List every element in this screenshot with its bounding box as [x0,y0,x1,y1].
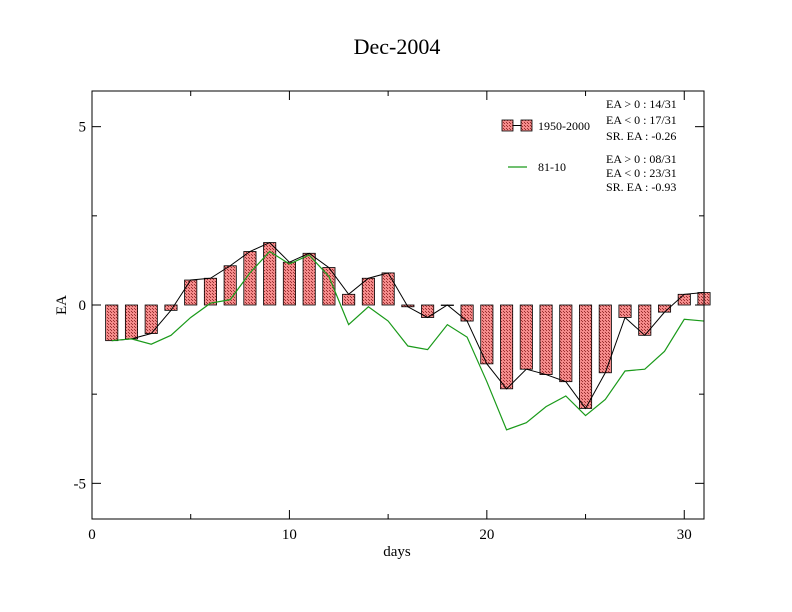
bar-series-line [111,241,705,410]
legend-label-bars: 1950-2000 [538,119,590,133]
bar-day-27 [618,304,632,318]
y-tick-label: 5 [79,120,87,136]
y-axis: -5 0 5 [74,120,704,492]
legend-swatch-bar-left [501,119,514,132]
bar-day-22 [519,304,533,370]
bar-day-23 [539,304,553,375]
x-tick-label: 20 [479,527,494,543]
series-81-10-line [111,250,705,431]
bar-day-1 [105,304,119,342]
annotation-sr-ea-2: SR. EA : -0.93 [606,180,676,194]
bar-day-10 [282,261,296,306]
x-tick-label: 10 [282,527,297,543]
bar-day-24 [559,304,573,383]
x-axis: 0 10 20 30 [88,91,692,543]
bar-day-19 [460,304,474,322]
plot-area [105,241,711,431]
y-axis-label: EA [54,295,70,315]
bar-day-5 [184,279,198,306]
x-tick-label: 30 [677,527,692,543]
bar-day-26 [598,304,612,374]
annotation-ea-pos-1: EA > 0 : 14/31 [606,97,677,111]
annotation-ea-neg-1: EA < 0 : 17/31 [606,113,677,127]
y-tick-label: -5 [74,476,87,492]
bar-day-21 [500,304,514,390]
y-tick-label: 0 [79,298,87,314]
bar-day-25 [579,304,593,409]
bar-day-11 [302,252,316,306]
x-axis-label: days [383,544,411,560]
x-tick-label: 0 [88,527,96,543]
annotation-ea-pos-2: EA > 0 : 08/31 [606,152,677,166]
annotation-sr-ea-1: SR. EA : -0.26 [606,129,676,143]
bar-day-15 [381,272,395,306]
bar-day-30 [677,293,691,306]
legend-label-line: 81-10 [538,160,566,174]
annotation-ea-neg-2: EA < 0 : 23/31 [606,166,677,180]
bar-day-13 [342,293,356,306]
bar-day-6 [203,277,217,306]
chart-title: Dec-2004 [354,34,441,59]
bar-day-2 [124,304,139,340]
legend: 1950-2000 81-10 EA > 0 : 14/31 EA < 0 : … [501,97,677,194]
legend-swatch-bar-right [520,119,533,132]
